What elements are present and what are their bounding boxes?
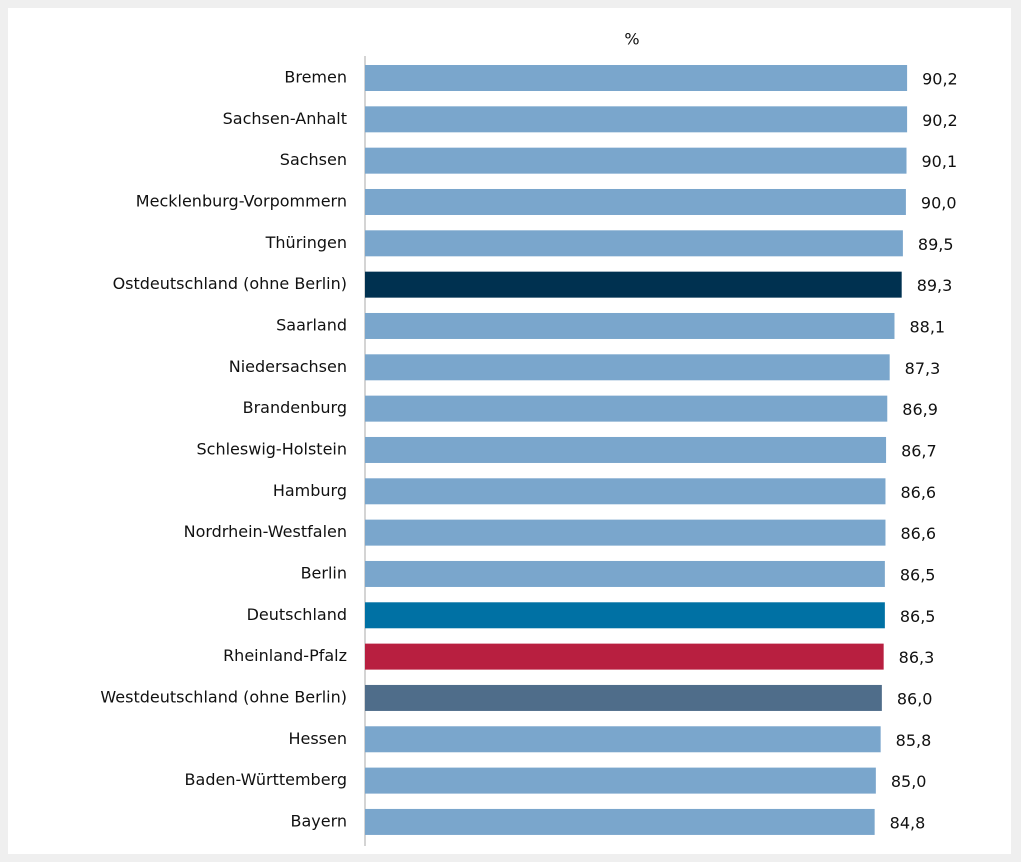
bar (365, 271, 902, 298)
y-tick-label: Schleswig-Holstein (197, 439, 347, 458)
bar (365, 478, 886, 505)
bar (365, 684, 882, 711)
bar (365, 230, 903, 257)
y-tick-label: Baden-Württemberg (185, 770, 347, 789)
value-label: 89,3 (917, 276, 953, 295)
value-label: 85,8 (896, 731, 932, 750)
bar (365, 643, 884, 670)
value-label: 87,3 (905, 359, 941, 378)
value-label: 86,9 (902, 400, 938, 419)
value-label: 90,1 (922, 152, 958, 171)
y-tick-label: Saarland (276, 315, 347, 334)
value-label: 86,3 (899, 648, 935, 667)
y-tick-label: Berlin (301, 563, 347, 582)
bar (365, 767, 876, 794)
bar (365, 354, 890, 381)
y-tick-label: Hamburg (273, 481, 347, 500)
y-tick-label: Sachsen-Anhalt (223, 109, 347, 128)
value-label: 86,6 (900, 483, 936, 502)
bar (365, 65, 908, 91)
y-tick-label: Bayern (290, 811, 347, 830)
value-label: 86,5 (900, 565, 936, 584)
bar (365, 436, 887, 463)
bar (365, 808, 875, 835)
value-label: 84,8 (890, 813, 926, 832)
bar (365, 312, 895, 339)
bar (365, 188, 906, 215)
value-label: 86,5 (900, 607, 936, 626)
y-tick-label: Nordrhein-Westfalen (184, 522, 347, 541)
bar (365, 147, 907, 174)
bar (365, 560, 885, 587)
y-tick-label: Westdeutschland (ohne Berlin) (100, 687, 347, 706)
y-tick-label: Sachsen (280, 150, 347, 169)
value-label: 90,0 (921, 193, 957, 212)
value-label: 90,2 (922, 111, 958, 130)
y-tick-label: Rheinland-Pfalz (223, 646, 347, 665)
bar (365, 106, 908, 133)
chart-title: % (624, 30, 639, 49)
value-label: 90,2 (922, 70, 958, 89)
y-tick-label: Niedersachsen (229, 357, 347, 376)
value-label: 86,6 (900, 524, 936, 543)
value-label: 88,1 (909, 317, 945, 336)
value-label: 89,5 (918, 235, 954, 254)
value-label: 86,0 (897, 689, 933, 708)
y-tick-label: Ostdeutschland (ohne Berlin) (113, 274, 347, 293)
y-tick-label: Brandenburg (243, 398, 347, 417)
bar (365, 395, 888, 422)
y-tick-label: Hessen (288, 729, 347, 748)
value-label: 85,0 (891, 772, 927, 791)
bar (365, 602, 885, 629)
y-tick-label: Bremen (284, 68, 347, 87)
bar (365, 519, 886, 546)
y-tick-label: Deutschland (247, 605, 347, 624)
value-label: 86,7 (901, 441, 937, 460)
y-tick-label: Mecklenburg-Vorpommern (136, 191, 347, 210)
y-tick-label: Thüringen (265, 233, 347, 252)
bar (365, 726, 881, 753)
